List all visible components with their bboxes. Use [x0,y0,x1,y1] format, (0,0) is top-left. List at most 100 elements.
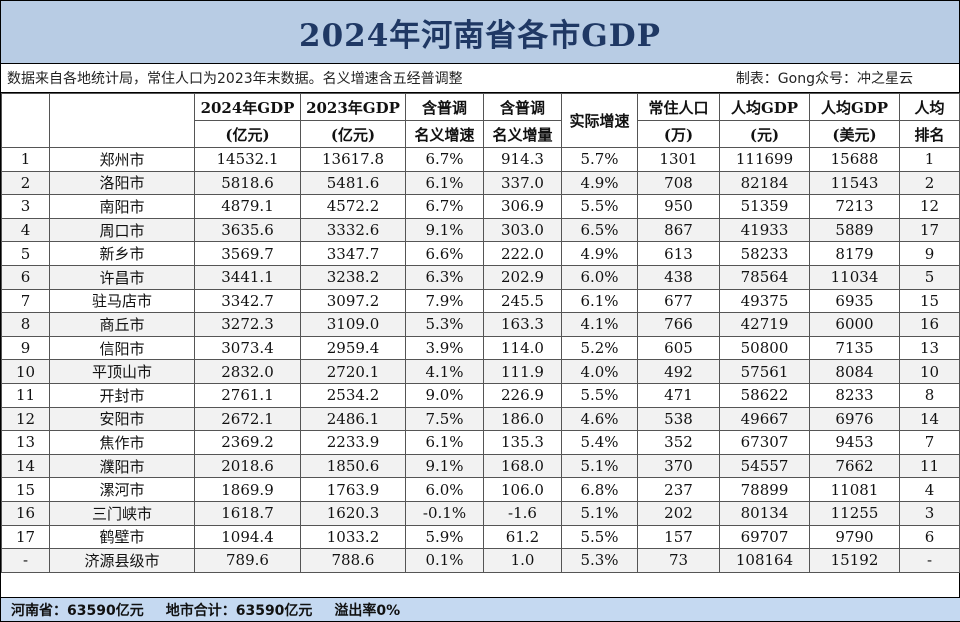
table-cell: 73 [637,548,720,573]
table-cell: 9 [899,241,960,266]
table-cell: 337.0 [483,170,562,196]
table-cell: 237 [637,477,720,502]
table-cell: 2233.9 [300,430,406,455]
table-cell: 1763.9 [300,477,406,502]
table-cell: 2672.1 [194,406,301,432]
table-cell: 5.5% [561,382,638,408]
table-cell: 58622 [719,382,810,408]
table-cell: 5889 [809,217,900,243]
table-cell: 80134 [719,500,810,526]
table-cell: 6.6% [405,241,484,266]
table-row: 10 平顶山市 2832.0 2720.1 4.1% 111.9 4.0% 492 57561 8… [1,359,960,384]
table-cell: 306.9 [483,194,562,219]
table-row: 13 焦作市 2369.2 2233.9 6.1% 135.3 5.4% 352 67307 94… [1,430,960,455]
table-cell: 6.1% [405,170,484,196]
table-cell: 766 [637,312,720,337]
table-cell: 鹤壁市 [49,524,195,550]
table-cell: 370 [637,453,720,479]
column-header-sub-9: (美元) [809,120,900,148]
table-cell: 10 [899,359,960,384]
table-cell: 13617.8 [300,147,406,172]
table-cell: 9 [1,335,50,361]
table-cell: 82184 [719,170,810,196]
table-cell: 16 [1,500,50,526]
table-row: 17 鹤壁市 1094.4 1033.2 5.9% 61.2 5.5% 157 69707 979… [1,524,960,550]
table-cell: 67307 [719,430,810,455]
table-cell: 17 [899,217,960,243]
table-cell: 5.1% [561,500,638,526]
column-header-1 [49,93,195,148]
city-sum: 地市合计：63590亿元 [165,602,313,619]
table-cell: 3569.7 [194,241,301,266]
table-cell: - [1,548,50,573]
table-cell: 78564 [719,264,810,290]
table-cell: 南阳市 [49,194,195,219]
table-cell: 8 [899,382,960,408]
table-row: 14 濮阳市 2018.6 1850.6 9.1% 168.0 5.1% 370 54557 76… [1,453,960,479]
table-cell: 867 [637,217,720,243]
table-cell: 54557 [719,453,810,479]
table-cell: 7 [899,430,960,455]
table-cell: 0.1% [405,548,484,573]
table-cell: 106.0 [483,477,562,502]
table-cell: 13 [1,430,50,455]
table-cell: 2832.0 [194,359,301,384]
table-cell: 471 [637,382,720,408]
table-cell: 3332.6 [300,217,406,243]
table-cell: 5.3% [405,312,484,337]
table-cell: -1.6 [483,500,562,526]
table-cell: 信阳市 [49,335,195,361]
table-row: 11 开封市 2761.1 2534.2 9.0% 226.9 5.5% 471 58622 82… [1,382,960,408]
table-cell: 平顶山市 [49,359,195,384]
table-cell: 4.1% [405,359,484,384]
table-cell: 8 [1,312,50,337]
table-cell: 69707 [719,524,810,550]
table-cell: 许昌市 [49,264,195,290]
table-cell: 12 [1,406,50,432]
column-header-2: 2024年GDP [194,93,301,121]
table-row: 12 安阳市 2672.1 2486.1 7.5% 186.0 4.6% 538 49667 69… [1,406,960,432]
table-cell: -0.1% [405,500,484,526]
table-row: 7 驻马店市 3342.7 3097.2 7.9% 245.5 6.1% 677 49375 69… [1,288,960,314]
table-cell: 7135 [809,335,900,361]
table-cell: 商丘市 [49,312,195,337]
table-cell: 226.9 [483,382,562,408]
table-cell: 5.5% [561,524,638,550]
table-cell: 4 [1,217,50,243]
table-cell: 613 [637,241,720,266]
table-cell: 108164 [719,548,810,573]
table-cell: 6000 [809,312,900,337]
overflow-rate: 溢出率0% [334,602,401,619]
table-cell: 6.8% [561,477,638,502]
table-row: 4 周口市 3635.6 3332.6 9.1% 303.0 6.5% 867 41933 588… [1,217,960,243]
table-cell: 78899 [719,477,810,502]
table-cell: 492 [637,359,720,384]
column-header-3: 2023年GDP [300,93,406,121]
table-cell: 2534.2 [300,382,406,408]
table-row: 5 新乡市 3569.7 3347.7 6.6% 222.0 4.9% 613 58233 817… [1,241,960,266]
column-header-sub-4: 名义增速 [405,120,484,148]
column-header-sub-2: (亿元) [194,120,301,148]
table-cell: 111699 [719,147,810,172]
table-cell: 1 [899,147,960,172]
table-cell: 郑州市 [49,147,195,172]
table-cell: 三门峡市 [49,500,195,526]
column-header-5: 含普调 [483,93,562,121]
table-cell: 51359 [719,194,810,219]
table-header: 2024年GDP 2023年GDP 含普调 含普调 实际增速 常住人口 人均GDP 人均GDP… [1,93,960,148]
table-cell: 4.9% [561,241,638,266]
table-cell: 3441.1 [194,264,301,290]
table-cell: 49667 [719,406,810,432]
table-cell: 驻马店市 [49,288,195,314]
table-cell: 6.0% [405,477,484,502]
table-cell: 3342.7 [194,288,301,314]
table-cell: 8179 [809,241,900,266]
table-cell: 245.5 [483,288,562,314]
table-body: 1 郑州市 14532.1 13617.8 6.7% 914.3 5.7% 1301 11169… [1,147,960,573]
table-cell: 漯河市 [49,477,195,502]
table-cell: 3073.4 [194,335,301,361]
table-cell: 605 [637,335,720,361]
table-cell: 202 [637,500,720,526]
table-cell: 2 [1,170,50,196]
table-cell: 11 [899,453,960,479]
